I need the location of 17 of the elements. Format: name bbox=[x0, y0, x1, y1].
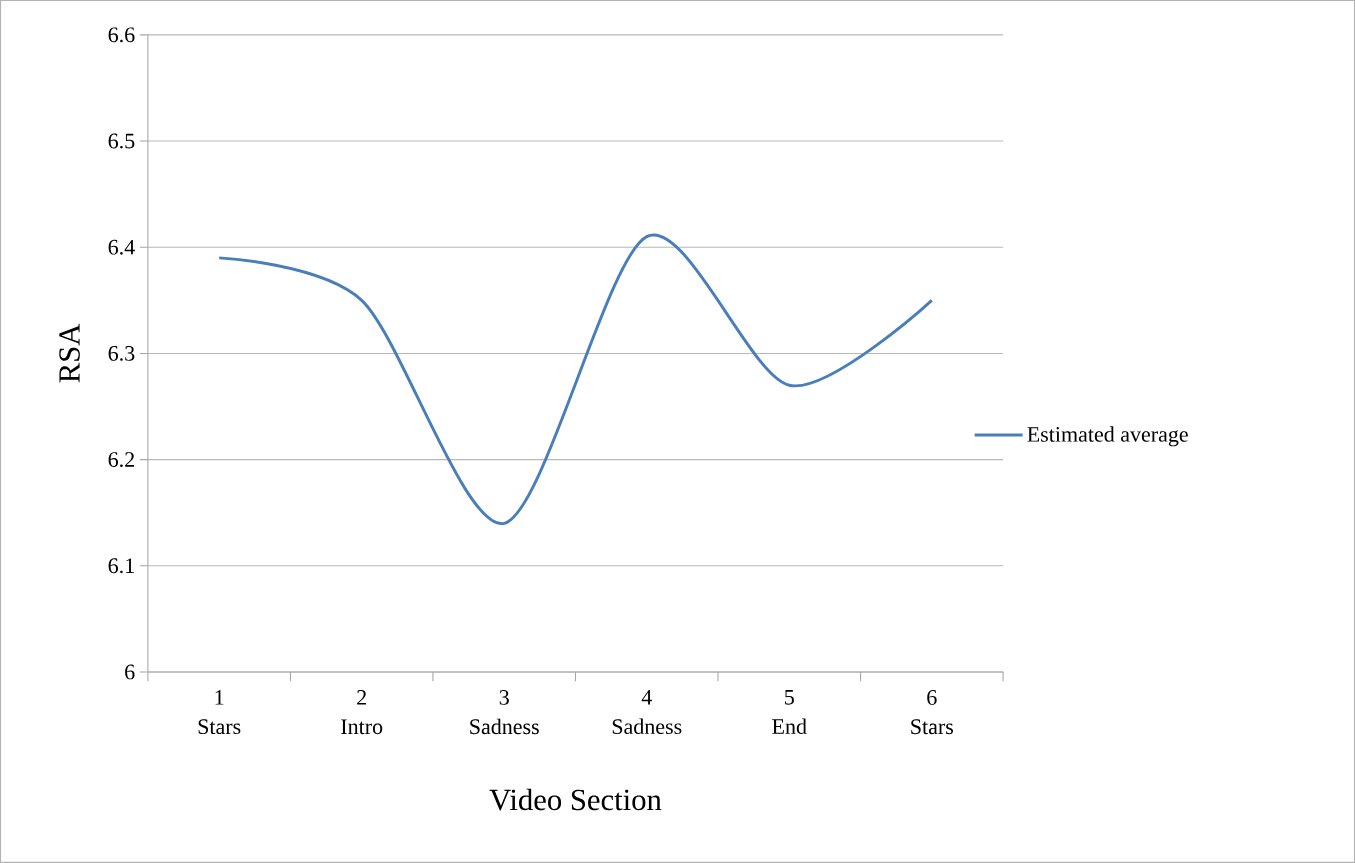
y-tick-label: 6.5 bbox=[108, 133, 135, 149]
y-tick-label: 6.4 bbox=[108, 239, 135, 255]
y-tick-label: 6 bbox=[125, 664, 135, 680]
y-tick-label: 6.1 bbox=[108, 558, 134, 574]
x-axis-title: Video Section bbox=[489, 788, 662, 811]
x-tick-label: 2 Intro bbox=[341, 690, 383, 735]
x-tick-label: 5 End bbox=[772, 690, 807, 735]
y-tick-label: 6.6 bbox=[108, 27, 135, 43]
y-tick-label: 6.2 bbox=[108, 452, 134, 468]
y-axis-title: RSA bbox=[59, 323, 80, 383]
y-tick-label: 6.3 bbox=[108, 346, 135, 361]
legend-label: Estimated average bbox=[1027, 426, 1188, 447]
x-tick-label: 4 Sadness bbox=[612, 690, 682, 735]
x-tick-label: 6 Stars bbox=[911, 690, 954, 735]
line-series bbox=[217, 234, 934, 525]
x-tick-label: 1 Stars bbox=[198, 690, 241, 735]
x-tick-label: 3 Sadness bbox=[470, 690, 539, 735]
